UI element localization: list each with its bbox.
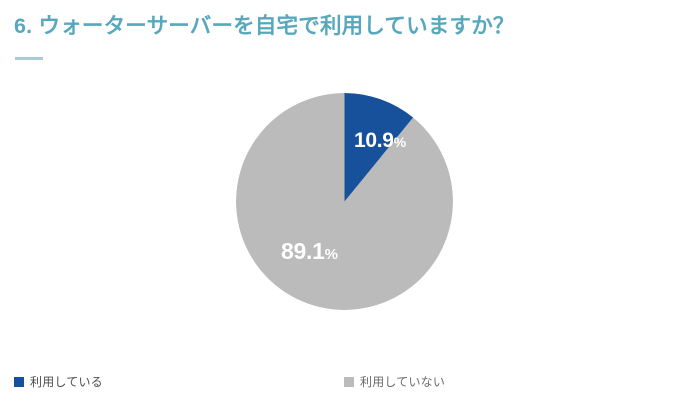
pie-label-not-using-value: 89.1: [281, 238, 325, 264]
pie-slice-using: [344, 93, 414, 202]
pie-slice-not-using: [236, 93, 453, 310]
pie-label-using-percent: %: [393, 134, 406, 150]
page-title: 6. ウォーターサーバーを自宅で利用していますか？: [14, 14, 515, 38]
legend-item-using[interactable]: 利用している: [14, 373, 103, 390]
pie-label-not-using: 89.1%: [281, 240, 338, 263]
legend-swatch-not-using: [344, 376, 354, 387]
legend-swatch-using: [14, 376, 24, 387]
chart-legend: 利用している 利用していない: [0, 370, 700, 394]
pie-circle: [236, 93, 453, 310]
pie-label-using-value: 10.9: [354, 129, 394, 152]
pie-chart: 10.9% 89.1%: [0, 75, 700, 350]
legend-label-using: 利用している: [30, 375, 103, 389]
pie-chart-canvas: 10.9% 89.1%: [236, 93, 453, 310]
pie-label-using: 10.9%: [354, 130, 406, 151]
title-underline-rule: [15, 57, 43, 60]
pie-label-not-using-percent: %: [324, 246, 338, 263]
legend-item-not-using[interactable]: 利用していない: [344, 373, 445, 390]
legend-label-not-using: 利用していない: [360, 375, 446, 389]
